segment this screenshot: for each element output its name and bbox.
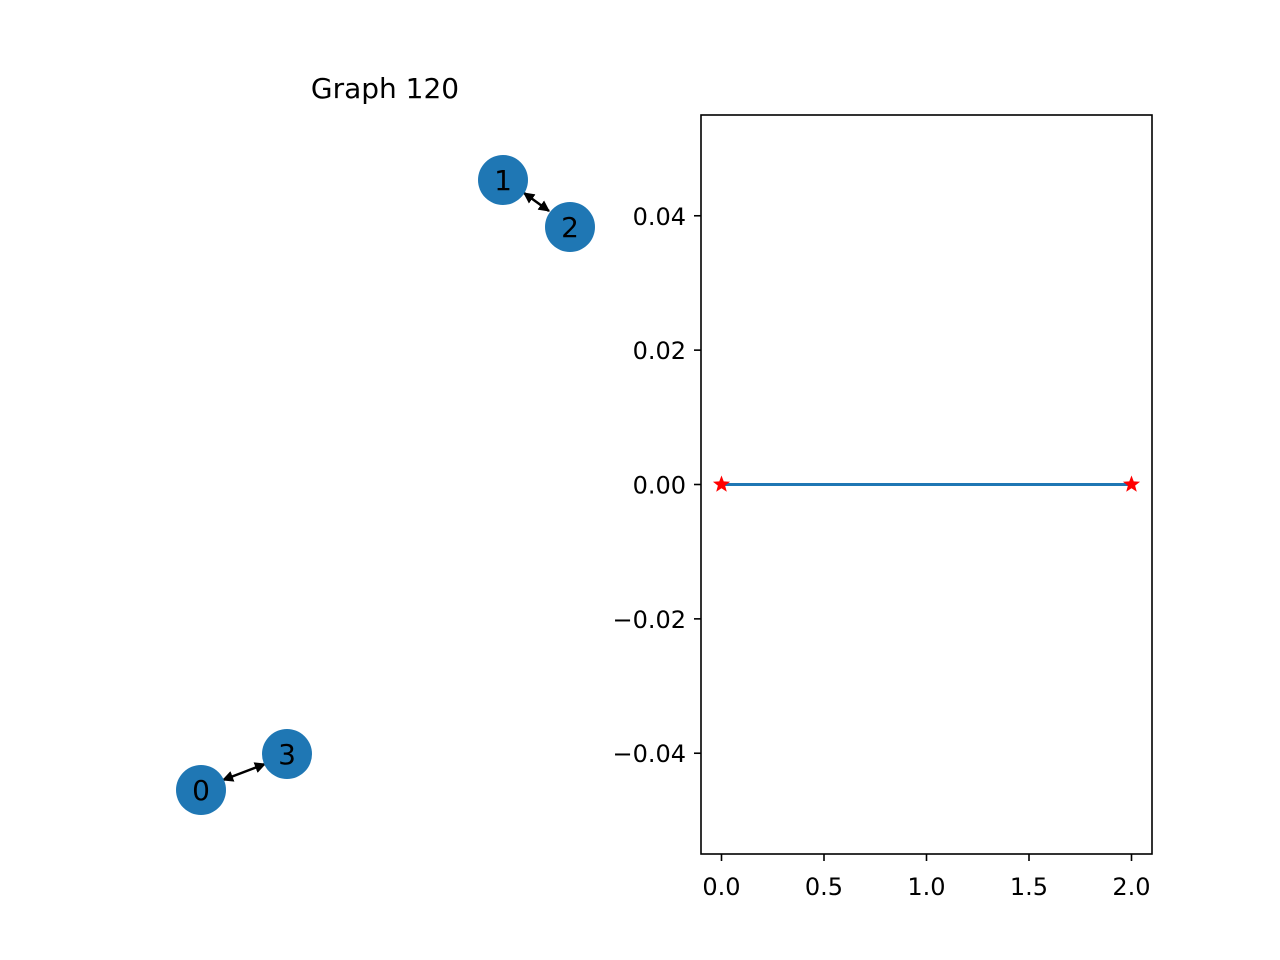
y-tick-label: −0.02	[612, 606, 686, 634]
graph-node-1: 1	[478, 155, 528, 205]
y-tick-label: 0.00	[633, 472, 686, 500]
x-tick-label: 0.0	[702, 873, 740, 901]
chart-ticks: 0.0 0.5 1.0 1.5 2.0 0.04 0.02 0.00 −0.02 −0.04	[612, 203, 1150, 901]
chart-series	[712, 475, 1141, 492]
plot-frame	[700, 114, 1153, 855]
y-tick-label: −0.04	[612, 740, 686, 768]
network-graph: 1 2 3 0	[176, 155, 595, 815]
graph-node-3: 3	[262, 729, 312, 779]
graph-node-0: 0	[176, 765, 226, 815]
node-label-0: 0	[192, 774, 210, 807]
x-tick-label: 0.5	[805, 873, 843, 901]
graph-edges	[221, 191, 550, 782]
y-tick-label: 0.02	[633, 337, 686, 365]
x-tick-label: 2.0	[1112, 873, 1150, 901]
graph-node-2: 2	[545, 202, 595, 252]
graph-edge-1-2	[523, 191, 550, 213]
y-tick-label: 0.04	[633, 203, 686, 231]
line-chart: 0.0 0.5 1.0 1.5 2.0 0.04 0.02 0.00 −0.02 −0.04	[612, 114, 1153, 901]
data-point-star	[1122, 475, 1141, 492]
x-tick-label: 1.5	[1010, 873, 1048, 901]
node-label-2: 2	[561, 211, 579, 244]
graph-nodes: 1 2 3 0	[176, 155, 595, 815]
node-label-1: 1	[494, 164, 512, 197]
node-label-3: 3	[278, 738, 296, 771]
x-tick-label: 1.0	[907, 873, 945, 901]
data-point-star	[712, 475, 731, 492]
graph-edge-0-3	[221, 762, 267, 782]
graph-title: Graph 120	[311, 72, 459, 105]
